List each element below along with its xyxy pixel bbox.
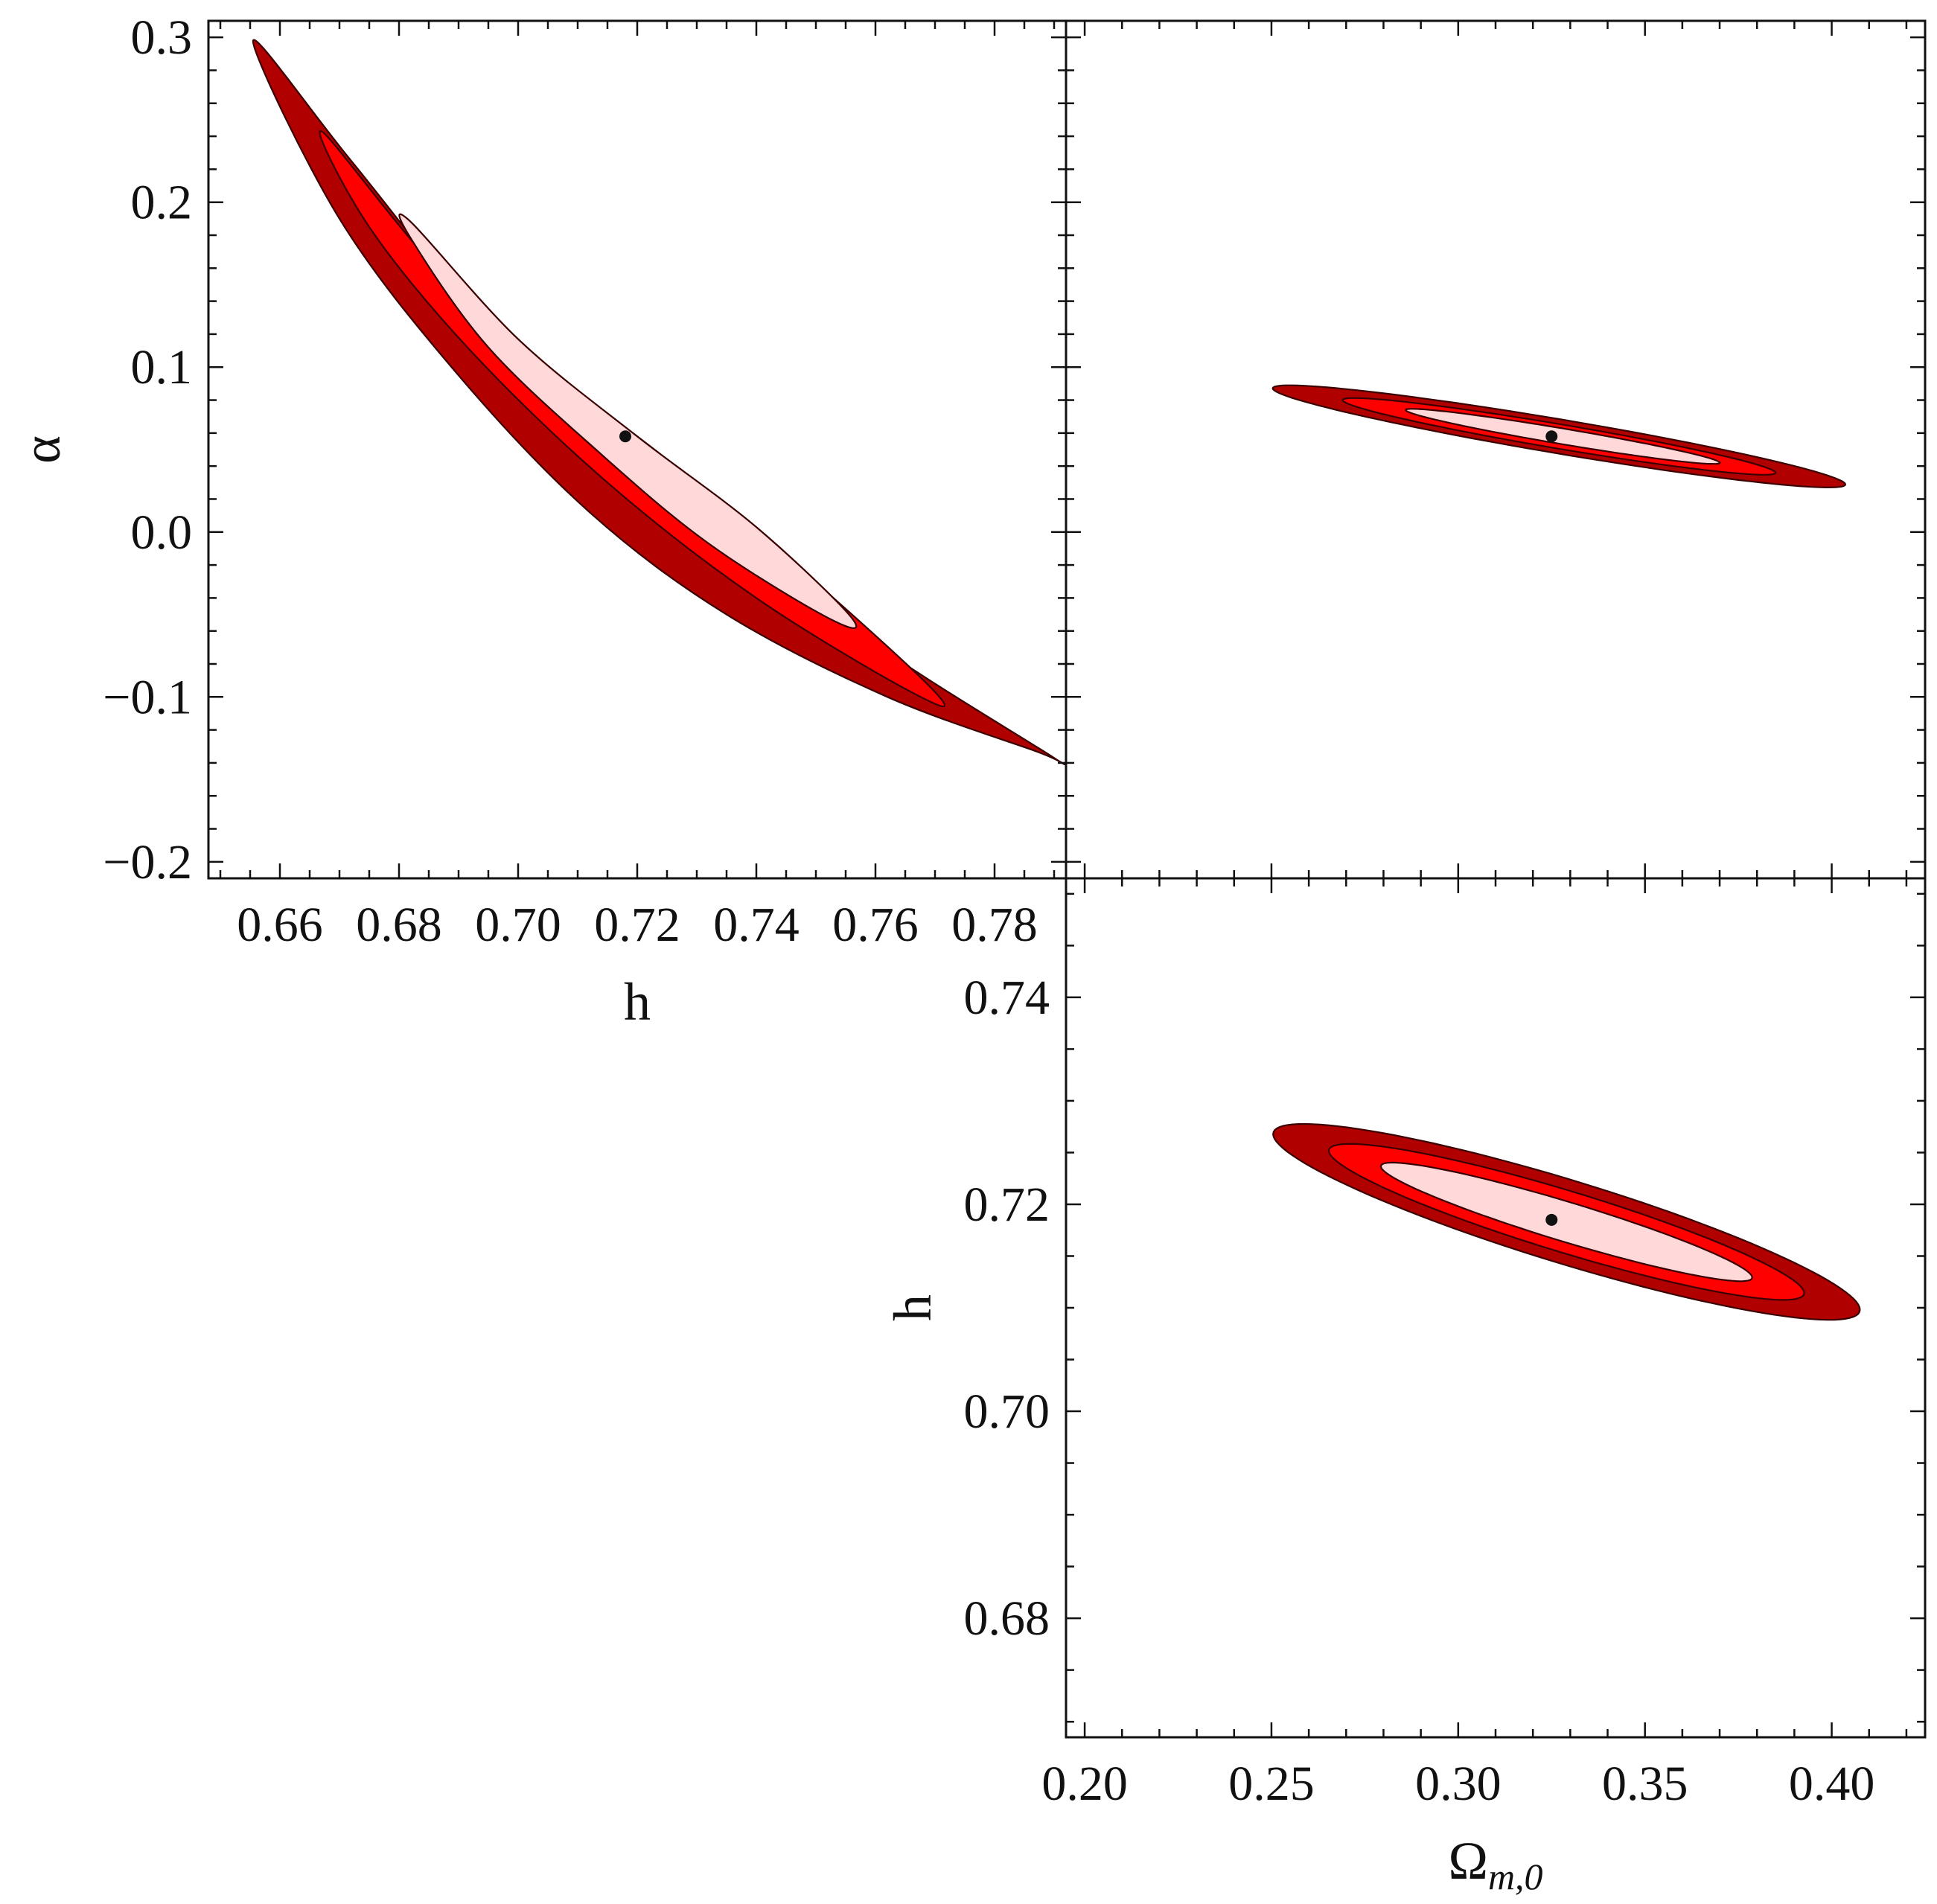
contour-group (252, 39, 1065, 765)
y-tick-label: 0.3 (131, 10, 193, 65)
panel-omega-alpha (1065, 19, 1927, 880)
x-tick-label: 0.76 (832, 898, 919, 952)
y-tick-label: −0.2 (103, 835, 192, 889)
y-tick-label: 0.70 (964, 1384, 1050, 1439)
contour-group (1272, 1122, 1861, 1321)
y-tick-label: 0.72 (964, 1178, 1050, 1232)
x-axis-label-subscript: m,0 (1488, 1856, 1543, 1897)
contour-3sigma (252, 39, 1065, 765)
contour-1sigma (1379, 1161, 1753, 1282)
panel-omega-h: 0.20 0.25 0.30 0.35 0.40 0.74 0.72 0.70 0.68 Ωm,0… (883, 877, 1927, 1897)
plot-frame (1065, 19, 1927, 880)
x-tick-label: 0.25 (1228, 1757, 1315, 1811)
x-tick-label: 0.70 (475, 898, 561, 952)
x-tick-label: 0.68 (356, 898, 442, 952)
contour-1sigma (1405, 408, 1721, 465)
y-axis-label: α (12, 435, 71, 464)
x-axis-label: h (624, 972, 651, 1032)
x-tick-label: 0.40 (1789, 1757, 1875, 1811)
y-tick-label: 0.74 (964, 971, 1050, 1025)
y-tick-label: 0.68 (964, 1591, 1050, 1646)
x-tick-label: 0.78 (951, 898, 1038, 952)
x-axis-label-main: Ω (1448, 1831, 1488, 1891)
x-tick-label: 0.74 (713, 898, 800, 952)
x-tick-label: 0.20 (1041, 1757, 1128, 1811)
x-tick-label: 0.30 (1415, 1757, 1502, 1811)
x-tick-label: 0.66 (237, 898, 323, 952)
contour-1sigma (398, 213, 858, 629)
x-axis-label-main: h (624, 972, 651, 1032)
best-fit-point (1545, 430, 1558, 443)
x-tick-label: 0.35 (1602, 1757, 1688, 1811)
best-fit-point (1545, 1213, 1558, 1226)
x-tick-label: 0.72 (594, 898, 680, 952)
y-tick-label: 0.1 (131, 340, 193, 394)
panel-h-alpha: 0.66 0.68 0.70 0.72 0.74 0.76 0.78 0.3 0.2 0.1 0.0… (12, 10, 1068, 1032)
best-fit-point (619, 430, 631, 443)
contour-group (1271, 384, 1847, 489)
y-axis-label: h (883, 1294, 942, 1321)
y-tick-label: 0.2 (131, 176, 193, 230)
x-axis-label: Ωm,0 (1448, 1831, 1542, 1897)
y-tick-label: −0.1 (103, 670, 192, 724)
y-tick-label: 0.0 (131, 505, 193, 560)
